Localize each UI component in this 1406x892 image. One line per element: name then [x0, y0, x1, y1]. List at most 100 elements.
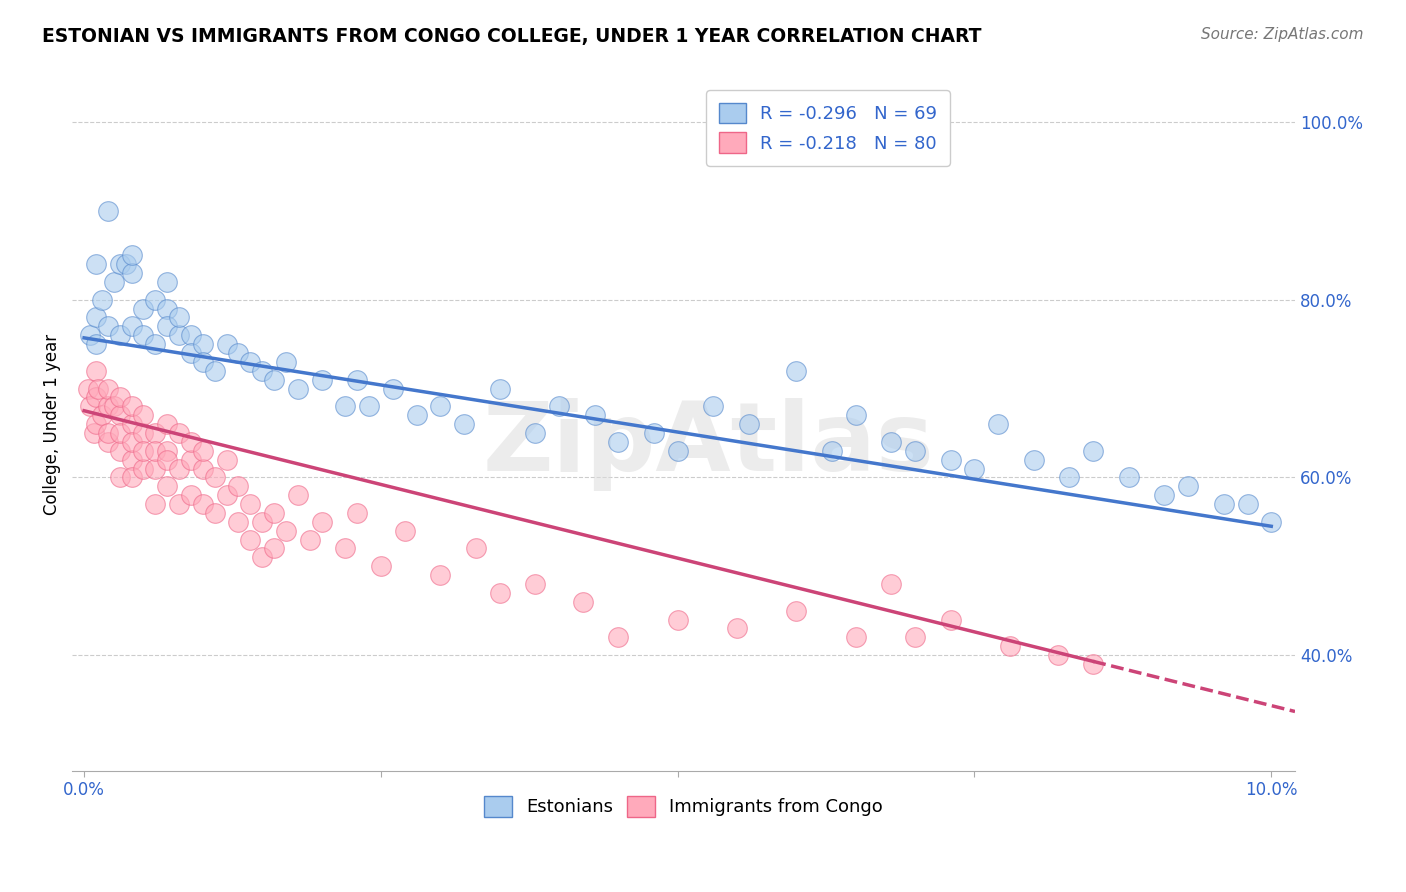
Point [84, 364, 107, 378]
Point [357, 399, 380, 413]
Point [987, 417, 1010, 431]
Point [845, 631, 868, 645]
Point [335, 541, 357, 556]
Point [1022, 452, 1045, 467]
Point [738, 417, 761, 431]
Point [90, 408, 112, 422]
Point [191, 497, 214, 511]
Point [132, 408, 155, 422]
Point [607, 434, 630, 449]
Point [108, 257, 131, 271]
Point [84, 417, 107, 431]
Point [785, 364, 807, 378]
Point [1260, 515, 1282, 529]
Point [132, 301, 155, 316]
Point [263, 506, 285, 520]
Point [121, 248, 143, 262]
Point [132, 443, 155, 458]
Point [274, 524, 297, 538]
Point [464, 541, 486, 556]
Point [143, 461, 166, 475]
Point [143, 337, 166, 351]
Point [191, 337, 214, 351]
Point [287, 488, 309, 502]
Point [167, 497, 190, 511]
Point [263, 541, 285, 556]
Point [156, 275, 179, 289]
Point [488, 382, 510, 396]
Point [998, 640, 1021, 654]
Point [167, 310, 190, 325]
Point [274, 355, 297, 369]
Point [524, 577, 547, 591]
Point [215, 337, 238, 351]
Point [156, 319, 179, 334]
Point [215, 452, 238, 467]
Point [79, 328, 101, 343]
Point [228, 515, 250, 529]
Point [1236, 497, 1258, 511]
Point [963, 461, 986, 475]
Point [108, 328, 131, 343]
Point [904, 443, 927, 458]
Point [156, 417, 179, 431]
Point [666, 613, 689, 627]
Point [346, 373, 368, 387]
Point [180, 434, 202, 449]
Point [370, 559, 392, 574]
Point [143, 497, 166, 511]
Point [84, 337, 107, 351]
Point [191, 355, 214, 369]
Point [156, 301, 179, 316]
Point [121, 319, 143, 334]
Point [335, 399, 357, 413]
Point [90, 293, 112, 307]
Point [607, 631, 630, 645]
Point [429, 399, 451, 413]
Point [250, 515, 273, 529]
Point [97, 319, 120, 334]
Point [263, 373, 285, 387]
Point [643, 425, 665, 440]
Point [121, 399, 143, 413]
Point [583, 408, 606, 422]
Point [143, 425, 166, 440]
Point [228, 479, 250, 493]
Y-axis label: College, Under 1 year: College, Under 1 year [44, 334, 60, 515]
Point [180, 328, 202, 343]
Point [132, 461, 155, 475]
Point [880, 434, 903, 449]
Point [1083, 657, 1105, 671]
Point [405, 408, 427, 422]
Point [143, 293, 166, 307]
Point [311, 515, 333, 529]
Point [1083, 443, 1105, 458]
Point [287, 382, 309, 396]
Point [239, 355, 262, 369]
Point [97, 434, 120, 449]
Point [204, 364, 226, 378]
Point [1153, 488, 1175, 502]
Point [121, 266, 143, 280]
Point [156, 479, 179, 493]
Point [97, 382, 120, 396]
Point [191, 461, 214, 475]
Point [524, 425, 547, 440]
Point [904, 631, 927, 645]
Point [311, 373, 333, 387]
Point [167, 425, 190, 440]
Text: ESTONIAN VS IMMIGRANTS FROM CONGO COLLEGE, UNDER 1 YEAR CORRELATION CHART: ESTONIAN VS IMMIGRANTS FROM CONGO COLLEG… [42, 27, 981, 45]
Point [79, 399, 101, 413]
Point [97, 425, 120, 440]
Point [76, 382, 98, 396]
Point [180, 488, 202, 502]
Point [821, 443, 844, 458]
Point [103, 399, 125, 413]
Point [156, 452, 179, 467]
Text: ZipAtlas: ZipAtlas [482, 399, 934, 491]
Point [97, 203, 120, 218]
Point [167, 461, 190, 475]
Point [191, 443, 214, 458]
Point [180, 346, 202, 360]
Point [346, 506, 368, 520]
